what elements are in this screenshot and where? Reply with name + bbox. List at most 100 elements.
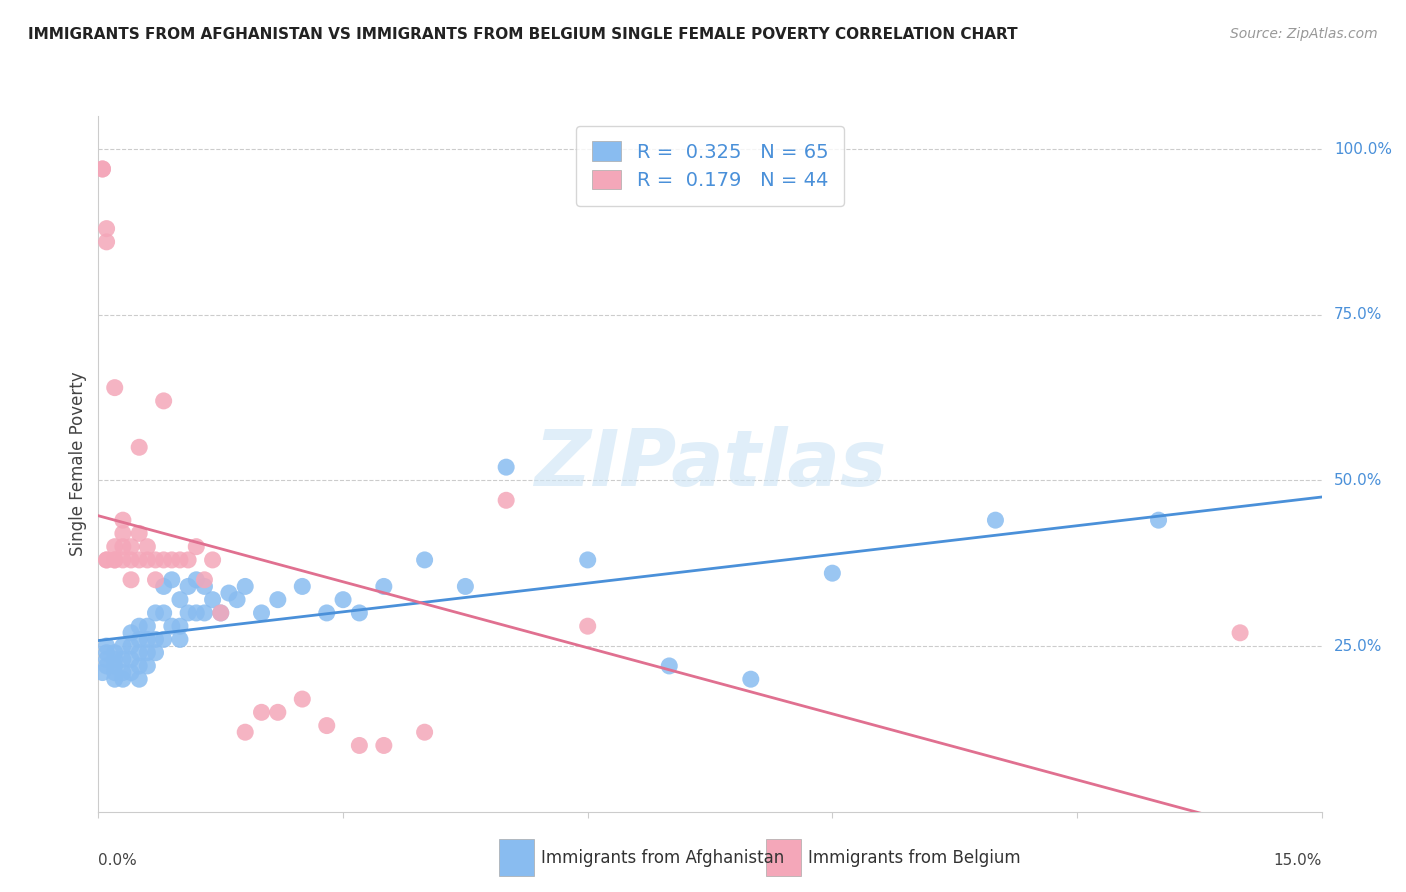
Point — [160, 619, 183, 633]
Point — [315, 718, 337, 732]
Point — [160, 573, 183, 587]
Point — [104, 665, 127, 680]
Point — [495, 460, 517, 475]
Text: ZIPatlas: ZIPatlas — [534, 425, 886, 502]
Point — [233, 725, 256, 739]
Point — [128, 440, 150, 454]
Legend: R =  0.325   N = 65, R =  0.179   N = 44: R = 0.325 N = 65, R = 0.179 N = 44 — [576, 126, 844, 206]
Point — [177, 606, 200, 620]
Point — [96, 553, 118, 567]
Point — [201, 592, 224, 607]
Point — [152, 579, 174, 593]
Point — [111, 526, 134, 541]
Point — [186, 573, 208, 587]
Point — [201, 553, 224, 567]
Point — [209, 606, 232, 620]
Bar — [766, 838, 801, 876]
Text: Immigrants from Belgium: Immigrants from Belgium — [808, 848, 1021, 867]
Point — [1147, 513, 1170, 527]
Text: 100.0%: 100.0% — [1334, 142, 1392, 157]
Point — [177, 553, 200, 567]
Point — [96, 235, 118, 249]
Point — [169, 619, 191, 633]
Point — [120, 573, 142, 587]
Point — [373, 739, 395, 753]
Text: 15.0%: 15.0% — [1274, 854, 1322, 869]
Point — [96, 221, 118, 235]
Point — [120, 665, 142, 680]
Point — [413, 725, 436, 739]
Point — [104, 652, 127, 666]
Point — [740, 672, 762, 686]
Point — [250, 706, 273, 720]
Point — [128, 672, 150, 686]
Point — [821, 566, 844, 581]
Point — [96, 553, 118, 567]
Point — [169, 592, 191, 607]
Point — [96, 659, 118, 673]
Point — [120, 540, 142, 554]
Point — [111, 672, 134, 686]
Point — [104, 672, 127, 686]
Point — [136, 553, 159, 567]
Point — [152, 393, 174, 408]
Point — [291, 692, 314, 706]
Point — [96, 652, 118, 666]
Point — [250, 606, 273, 620]
Point — [120, 639, 142, 653]
Point — [104, 659, 127, 673]
Point — [152, 553, 174, 567]
Point — [349, 739, 371, 753]
Point — [96, 646, 118, 660]
Point — [186, 606, 208, 620]
Bar — [499, 838, 534, 876]
Y-axis label: Single Female Poverty: Single Female Poverty — [69, 372, 87, 556]
Point — [576, 619, 599, 633]
Point — [169, 632, 191, 647]
Point — [193, 573, 215, 587]
Point — [145, 606, 167, 620]
Point — [291, 579, 314, 593]
Point — [120, 652, 142, 666]
Point — [104, 553, 127, 567]
Point — [104, 540, 127, 554]
Point — [373, 579, 395, 593]
Point — [136, 540, 159, 554]
Text: IMMIGRANTS FROM AFGHANISTAN VS IMMIGRANTS FROM BELGIUM SINGLE FEMALE POVERTY COR: IMMIGRANTS FROM AFGHANISTAN VS IMMIGRANT… — [28, 27, 1018, 42]
Point — [160, 553, 183, 567]
Point — [658, 659, 681, 673]
Point — [128, 659, 150, 673]
Point — [186, 540, 208, 554]
Point — [104, 381, 127, 395]
Point — [193, 579, 215, 593]
Point — [111, 553, 134, 567]
Point — [111, 540, 134, 554]
Point — [1229, 625, 1251, 640]
Point — [332, 592, 354, 607]
Point — [136, 646, 159, 660]
Text: Source: ZipAtlas.com: Source: ZipAtlas.com — [1230, 27, 1378, 41]
Text: 50.0%: 50.0% — [1334, 473, 1382, 488]
Point — [267, 706, 290, 720]
Point — [177, 579, 200, 593]
Point — [91, 161, 114, 176]
Point — [209, 606, 232, 620]
Point — [145, 553, 167, 567]
Point — [96, 639, 118, 653]
Text: Immigrants from Afghanistan: Immigrants from Afghanistan — [541, 848, 785, 867]
Point — [145, 632, 167, 647]
Text: 0.0%: 0.0% — [98, 854, 138, 869]
Point — [315, 606, 337, 620]
Text: 25.0%: 25.0% — [1334, 639, 1382, 654]
Point — [145, 573, 167, 587]
Point — [128, 526, 150, 541]
Point — [128, 632, 150, 647]
Point — [120, 553, 142, 567]
Point — [152, 606, 174, 620]
Point — [104, 646, 127, 660]
Point — [984, 513, 1007, 527]
Point — [91, 665, 114, 680]
Point — [495, 493, 517, 508]
Point — [226, 592, 249, 607]
Point — [193, 606, 215, 620]
